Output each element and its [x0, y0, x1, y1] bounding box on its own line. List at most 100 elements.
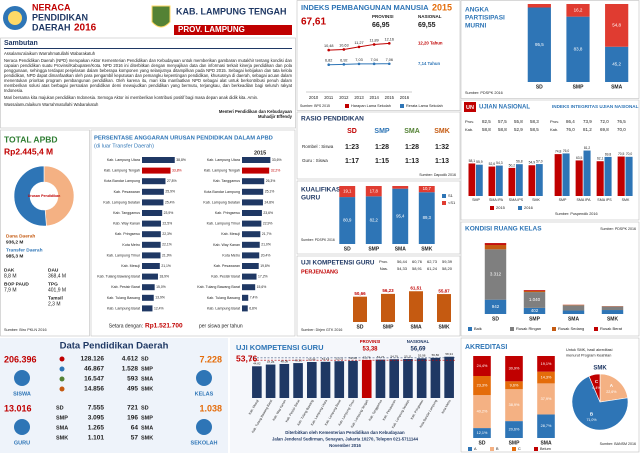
value-label: 20,4% — [261, 253, 271, 257]
category-label: SMK — [622, 198, 630, 202]
value-label: 48,08 — [281, 359, 289, 363]
item-value: 593 — [127, 376, 138, 383]
section-title: RASIO PENDIDIKAN — [301, 116, 364, 123]
item-value: 3.095 — [88, 415, 105, 422]
segment-label: 54,8 — [612, 23, 621, 28]
item-icon — [59, 386, 65, 392]
province: PROV. LAMPUNG — [178, 25, 245, 34]
item-level: SMP — [141, 366, 153, 372]
legend-label: Rerata Lama Sekolah — [406, 104, 443, 108]
bar — [444, 356, 454, 398]
section-title: ANGKA — [465, 7, 489, 14]
item-value: 64 — [131, 425, 139, 432]
value-label: 11,89 — [370, 38, 379, 42]
item-level: SMP — [141, 415, 153, 421]
legend-label: B — [496, 447, 499, 451]
bar-segment — [473, 395, 491, 429]
value-label: 33,6% — [272, 158, 282, 162]
x-tick-label: Kota Metro — [440, 399, 451, 415]
category-label: SMP — [368, 246, 380, 252]
value-label: 69,8 — [605, 152, 612, 156]
row-label: Kab. Lampung Selatan — [103, 200, 140, 204]
segment-label: 402 — [531, 308, 539, 313]
legend-label: <S1 — [448, 200, 456, 205]
x-tick-label: Kab. Mesuji — [248, 399, 260, 416]
row-label: Kab. Lampung Utara — [107, 158, 140, 162]
source: Sumber: PDSPK 2016 — [600, 227, 636, 231]
row-label: Kab. Pesisir Barat — [211, 275, 240, 279]
bar-segment — [537, 356, 555, 372]
ipm-prov: 66,95 — [372, 22, 390, 29]
bar — [242, 241, 260, 248]
table-value: 58,3 — [530, 119, 539, 124]
bar — [242, 284, 256, 291]
table-value: 55,8 — [514, 119, 523, 124]
row-label: Kab. — [465, 127, 473, 132]
value-label: 19,8% — [260, 264, 270, 268]
bar — [554, 154, 562, 196]
bar — [320, 361, 331, 398]
category-label: SMA IPS — [597, 198, 612, 202]
value-label: 12,4% — [154, 306, 164, 310]
segment-label: 45,2 — [612, 62, 621, 67]
value-label: 24,8% — [264, 200, 274, 204]
value-label: 21,7% — [262, 232, 272, 236]
bar — [516, 164, 523, 196]
value-label: 23,9% — [164, 211, 174, 215]
section-title: PERSENTASE ANGGARAN URUSAN PENDIDIKAN DA… — [94, 136, 273, 142]
category-label: SMP — [529, 316, 541, 322]
item-label: TPG — [48, 281, 58, 287]
bar-segment — [473, 356, 491, 377]
level-header: SMP — [374, 128, 390, 135]
item-level: SD — [56, 405, 64, 411]
category-label: SMA IPA — [489, 198, 504, 202]
bar-segment — [484, 299, 507, 314]
value-label: 58,1 — [469, 159, 476, 163]
section-subtitle: PERJENJANG — [301, 269, 338, 275]
point — [357, 62, 361, 66]
value-label: 38,8% — [176, 158, 186, 162]
value-label: 50,66 — [354, 291, 366, 296]
value-label: 44,82 — [253, 362, 261, 366]
group-total: 7.228 — [199, 354, 222, 364]
crest — [151, 5, 171, 28]
bar — [242, 178, 265, 185]
value-label: 21,1% — [161, 264, 171, 268]
bar-segment — [523, 290, 546, 293]
bar — [583, 150, 591, 196]
value-label: 6,8% — [249, 306, 257, 310]
bar — [142, 178, 166, 185]
group-label: KELAS — [195, 391, 214, 397]
group-icon — [196, 419, 212, 435]
slice-name: C — [595, 379, 599, 384]
source: Sumber: Dapodik 2016 — [419, 173, 456, 177]
bar — [242, 157, 271, 163]
bar — [528, 165, 536, 196]
value-label: 56,80 — [432, 353, 440, 357]
row-label: Kab. Lampung Timur — [107, 253, 141, 257]
category-label: SMA IPA — [576, 198, 591, 202]
row-label: Kab. Lampung Timur — [207, 222, 241, 226]
bar — [242, 167, 270, 174]
item-level: SMA — [141, 376, 153, 382]
section-title: KONDISI RUANG KELAS — [465, 226, 542, 233]
value-label: 55,87 — [438, 288, 450, 293]
item-value: 46.867 — [84, 366, 104, 373]
table-value: 52,9 — [514, 127, 523, 132]
value-label: 25,4% — [165, 200, 175, 204]
value-label: 54,9 — [529, 161, 536, 165]
bar — [142, 199, 164, 206]
group-total: 1.038 — [199, 403, 222, 413]
table-value: 76,5 — [617, 119, 626, 124]
value-label: 13,9% — [155, 296, 165, 300]
table-value: 61,24 — [427, 266, 438, 271]
value-label: 12,16 — [385, 37, 395, 41]
source: Sumber: BPS 2015 — [300, 104, 330, 108]
value-label: 50,86 — [308, 357, 316, 361]
segment-name: Dana Daerah — [6, 233, 35, 239]
item-value: 1.528 — [122, 366, 139, 373]
value-label: 55,98 — [418, 354, 426, 358]
item-level: SMP — [56, 415, 68, 421]
group-icon — [14, 419, 30, 435]
